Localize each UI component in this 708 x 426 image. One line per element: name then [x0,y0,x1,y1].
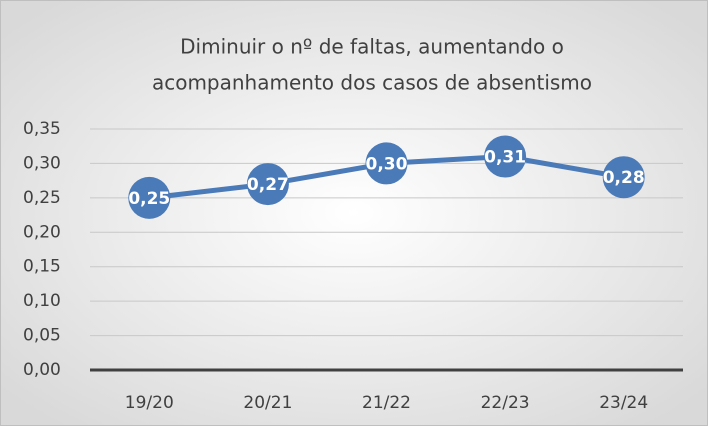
y-tick-label: 0,25 [23,188,61,208]
x-tick-label: 19/20 [125,393,174,413]
marker [365,142,408,185]
y-tick-label: 0,00 [23,360,61,380]
chart-title: acompanhamento dos casos de absentismo [152,71,592,95]
y-tick-label: 0,05 [23,326,61,346]
data-label: 0,31 [484,148,526,168]
y-tick-label: 0,20 [23,222,61,242]
x-tick-label: 23/24 [599,393,648,413]
data-label: 0,28 [603,168,645,188]
y-tick-label: 0,35 [23,119,61,139]
marker [484,135,527,178]
data-label: 0,27 [247,175,289,195]
data-label: 0,30 [366,154,408,174]
marker [246,163,289,206]
chart-title: Diminuir o nº de faltas, aumentando o [180,35,564,59]
marker [602,156,645,199]
y-tick-label: 0,15 [23,257,61,277]
y-tick-label: 0,30 [23,153,61,173]
x-tick-label: 21/22 [362,393,411,413]
y-tick-label: 0,10 [23,291,61,311]
x-tick-label: 22/23 [481,393,530,413]
marker [128,176,171,219]
x-tick-label: 20/21 [243,393,292,413]
data-label: 0,25 [128,189,170,209]
